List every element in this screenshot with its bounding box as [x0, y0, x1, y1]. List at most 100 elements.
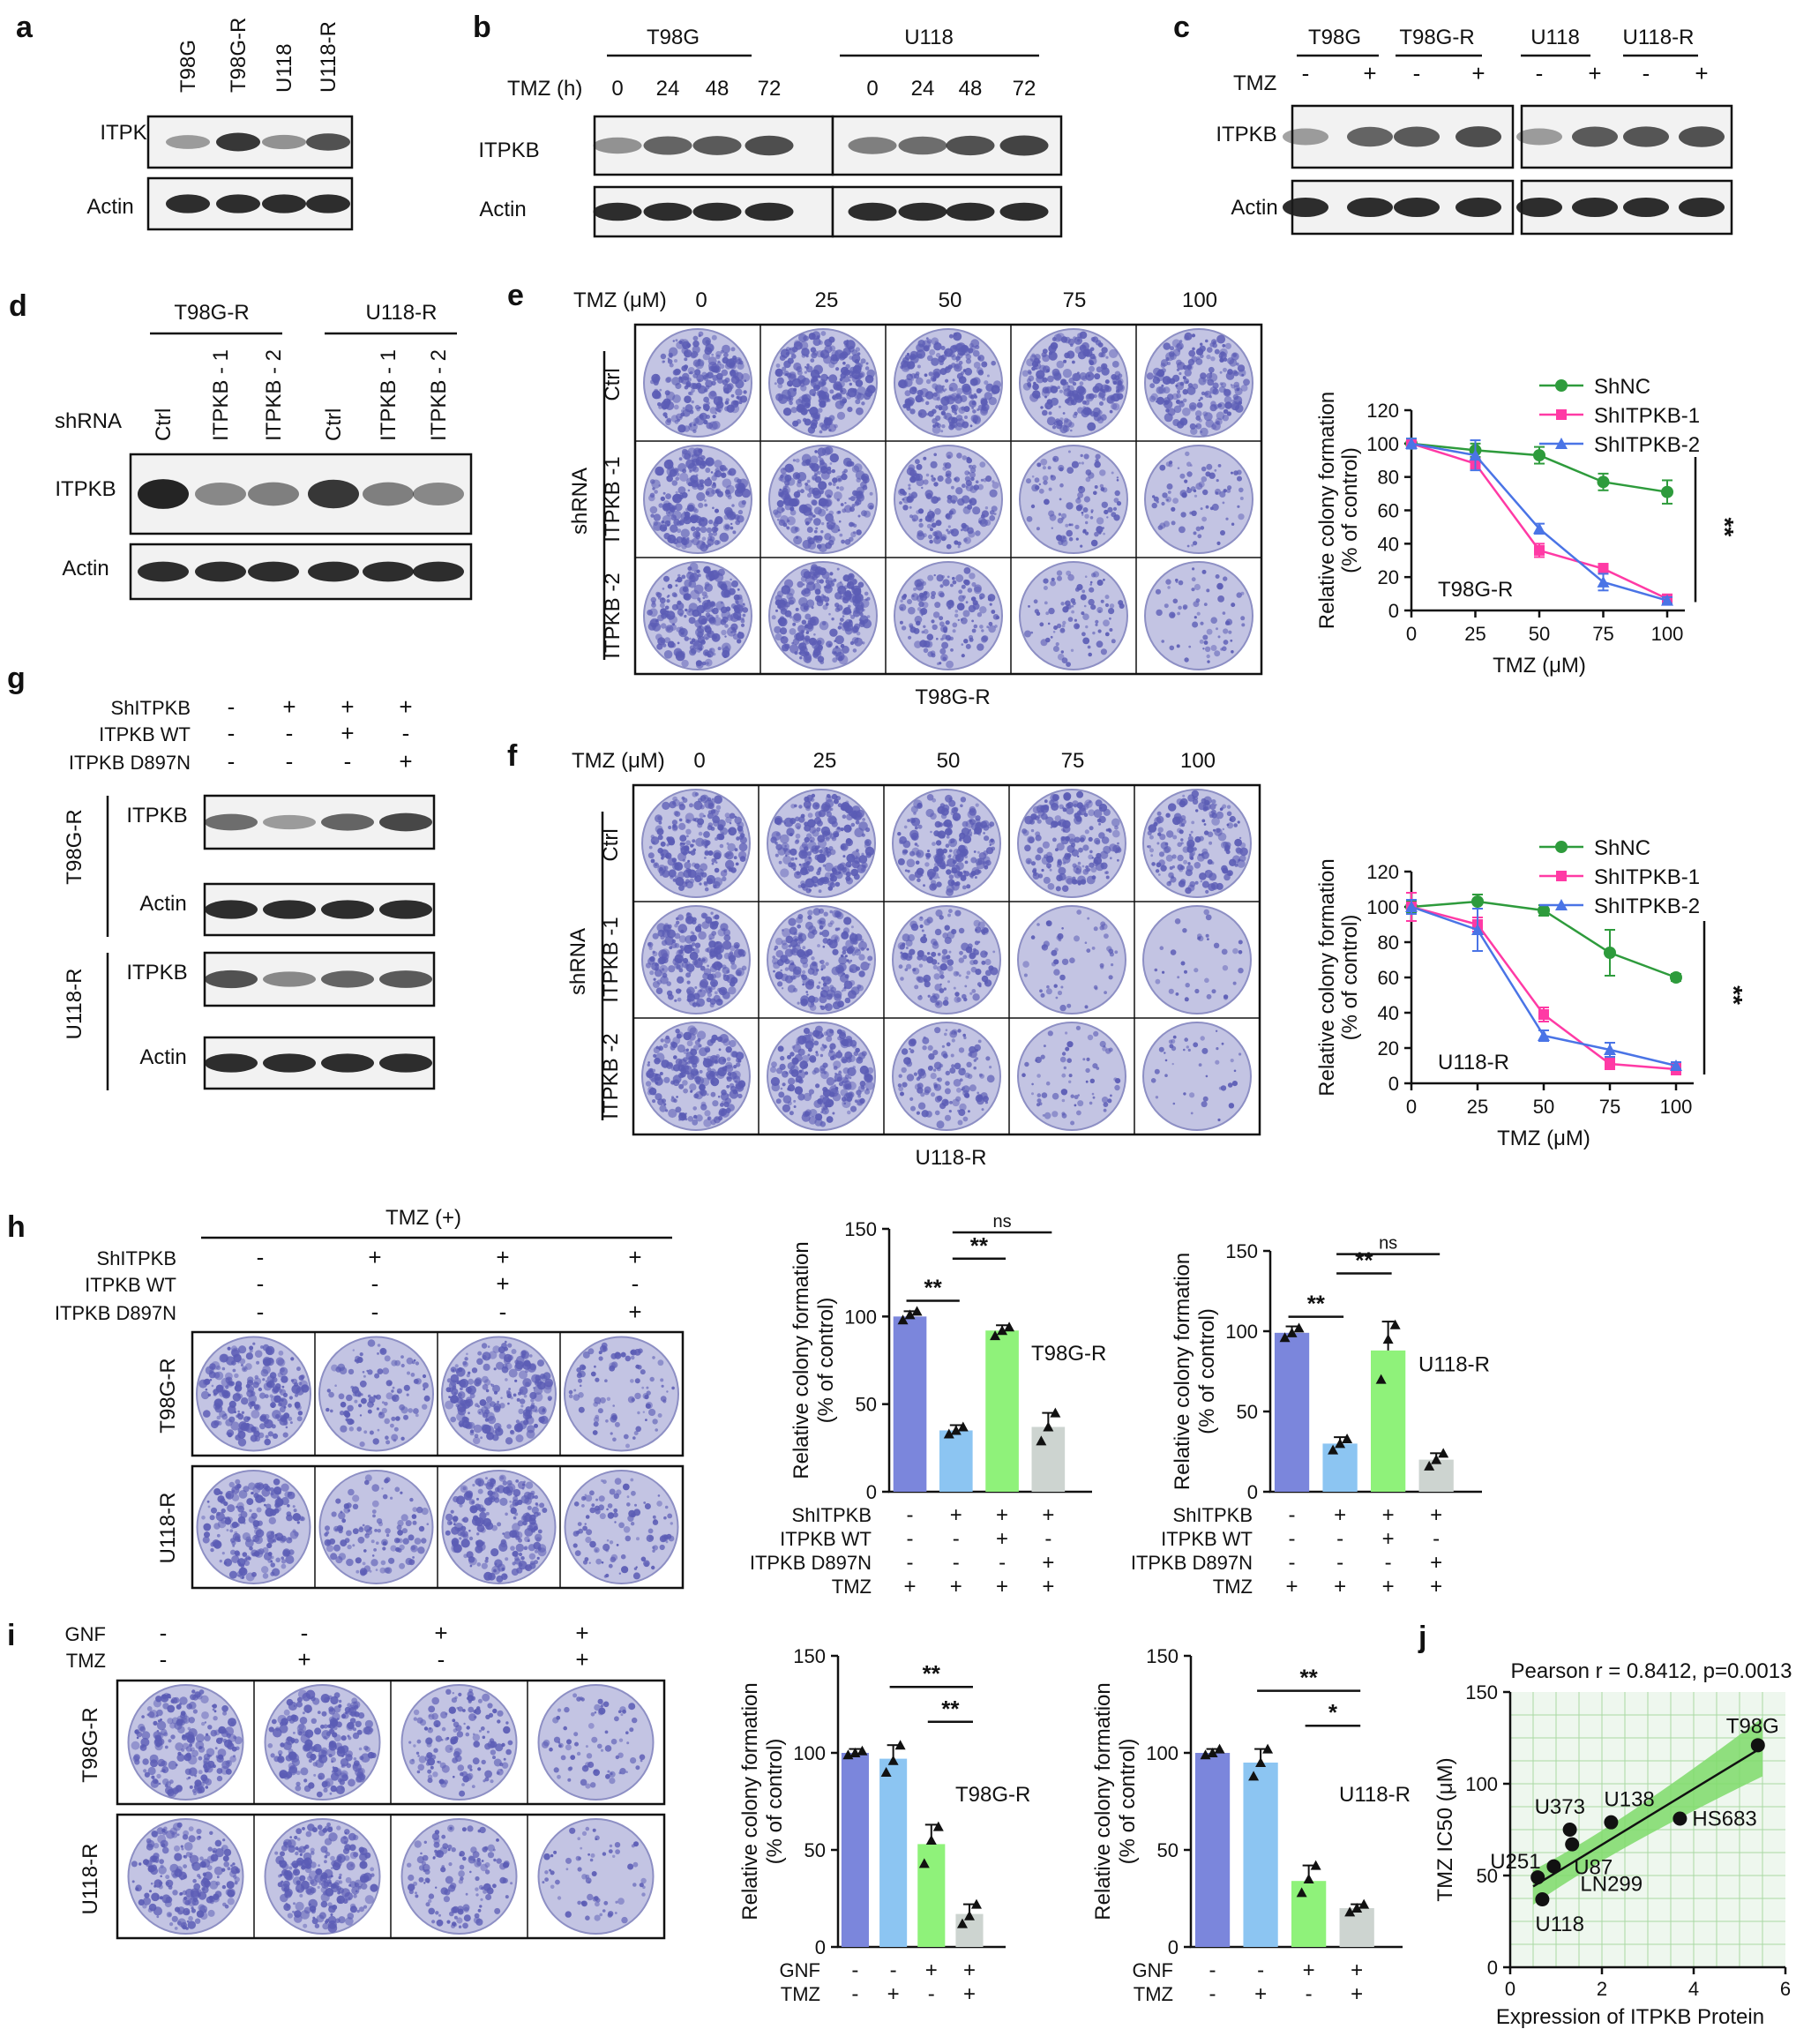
- colony: [940, 354, 947, 361]
- dose-label: 75: [1061, 749, 1085, 773]
- colony: [1101, 347, 1108, 354]
- colony: [1032, 805, 1041, 814]
- colony: [917, 530, 924, 537]
- colony: [950, 648, 954, 652]
- colony: [1044, 498, 1050, 505]
- colony: [778, 519, 786, 527]
- treatment-mark: +: [1363, 60, 1376, 86]
- colony: [862, 608, 865, 612]
- time-label: 0: [611, 77, 623, 101]
- lane-label: U118-R: [317, 21, 340, 93]
- colony: [672, 340, 675, 342]
- colony: [654, 490, 658, 494]
- colony: [923, 345, 930, 352]
- colony: [962, 835, 972, 844]
- colony: [730, 393, 735, 398]
- colony: [1195, 416, 1201, 421]
- colony: [1223, 367, 1227, 372]
- colony: [816, 827, 821, 832]
- colony: [790, 863, 797, 870]
- colony: [722, 649, 730, 658]
- colony: [1087, 422, 1096, 431]
- colony: [969, 471, 976, 478]
- colony: [1029, 819, 1035, 825]
- colony: [699, 882, 702, 886]
- colony: [1098, 815, 1106, 824]
- colony: [717, 968, 721, 971]
- colony: [780, 1087, 783, 1090]
- colony: [988, 625, 996, 633]
- colony: [866, 615, 871, 618]
- colony: [1035, 835, 1042, 842]
- colony: [741, 617, 745, 621]
- colony: [792, 638, 800, 646]
- colony: [704, 857, 707, 859]
- colony: [771, 1061, 777, 1067]
- colony: [730, 369, 739, 378]
- colony: [1206, 354, 1211, 360]
- colony: [1072, 601, 1076, 605]
- colony: [844, 343, 849, 348]
- colony: [1114, 950, 1119, 955]
- colony: [917, 607, 922, 611]
- colony: [1168, 988, 1174, 994]
- colony: [709, 998, 716, 1005]
- colony: [657, 402, 662, 407]
- colony: [1074, 812, 1081, 820]
- colony: [781, 987, 784, 990]
- colony: [945, 477, 952, 484]
- colony: [676, 413, 683, 421]
- blot-band: [898, 136, 947, 155]
- colony: [797, 1001, 800, 1005]
- colony: [805, 631, 810, 634]
- colony: [923, 640, 931, 648]
- colony: [904, 869, 908, 872]
- colony: [864, 389, 873, 398]
- colony: [917, 408, 927, 418]
- blot-band: [1283, 128, 1328, 146]
- row-label: ITPKB -1: [601, 456, 625, 542]
- colony: [828, 510, 834, 516]
- colony: [698, 502, 704, 509]
- colony: [977, 370, 984, 376]
- colony: [930, 528, 933, 532]
- colony: [832, 477, 838, 483]
- lane-label: T98G: [176, 40, 200, 93]
- colony: [1199, 345, 1206, 352]
- colony: [690, 382, 697, 390]
- colony: [826, 1116, 834, 1123]
- colony: [670, 624, 677, 631]
- colony: [849, 382, 852, 386]
- colony: [798, 333, 807, 342]
- colony: [694, 792, 700, 797]
- colony: [1062, 620, 1066, 625]
- colony: [861, 401, 865, 406]
- colony: [682, 1080, 688, 1086]
- colony: [1030, 935, 1036, 940]
- colony: [792, 622, 797, 626]
- colony: [688, 993, 694, 1000]
- colony: [812, 487, 820, 496]
- colony: [1159, 834, 1166, 841]
- group-label: T98G-R: [1399, 26, 1474, 49]
- colony: [956, 387, 963, 395]
- colony: [843, 1102, 846, 1105]
- colony: [917, 508, 924, 514]
- colony: [793, 341, 803, 350]
- colony: [925, 808, 934, 818]
- colony: [1080, 544, 1083, 548]
- colony: [834, 939, 837, 942]
- colony: [714, 914, 720, 920]
- colony: [676, 949, 685, 958]
- colony: [1210, 356, 1216, 362]
- colony: [1050, 397, 1059, 406]
- colony: [791, 1045, 796, 1049]
- treatment-mark: -: [1536, 60, 1544, 86]
- colony: [1022, 961, 1029, 968]
- colony: [805, 887, 812, 894]
- colony: [944, 936, 952, 945]
- colony: [667, 614, 671, 618]
- colony: [1060, 379, 1066, 386]
- colony: [931, 513, 935, 517]
- colony: [1088, 393, 1095, 400]
